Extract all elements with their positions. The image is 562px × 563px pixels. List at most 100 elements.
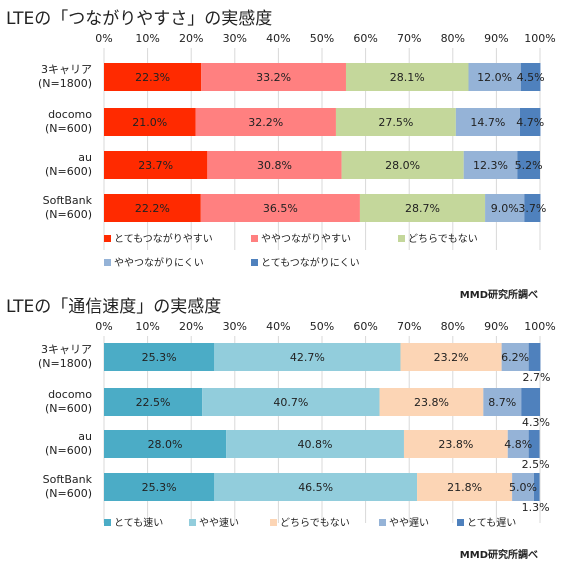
bar-segment <box>214 473 418 501</box>
x-tick-label: 100% <box>524 320 555 333</box>
x-tick-label: 20% <box>179 32 203 45</box>
data-label: 23.7% <box>138 159 173 172</box>
bar-segment <box>341 151 464 179</box>
legend-label: とても遅い <box>467 517 516 529</box>
x-tick-label: 50% <box>310 320 334 333</box>
x-tick-label: 60% <box>353 320 377 333</box>
legend-label: どちらでもない <box>408 233 478 245</box>
data-label: 33.2% <box>256 71 291 84</box>
x-tick-label: 80% <box>441 32 465 45</box>
bar-segment <box>104 194 201 222</box>
x-tick-label: 0% <box>95 32 112 45</box>
x-tick-label: 80% <box>441 320 465 333</box>
chart1-plot: 0% 10% 20% 30% 40% 50% 60% 70% 80% 90% 100% 3キャリア(N… <box>38 32 556 269</box>
x-tick-label: 30% <box>223 320 247 333</box>
data-label: 2.7% <box>522 371 550 384</box>
bar-segment <box>214 343 401 371</box>
bar-segment <box>226 430 404 458</box>
bar-segment <box>201 63 346 91</box>
bar-segment <box>104 108 196 136</box>
legend-swatch <box>189 519 196 526</box>
bar-segment <box>104 473 215 501</box>
bar-segment <box>202 388 380 416</box>
data-label: 1.3% <box>522 501 550 514</box>
category-label: 3キャリア(N=1800) <box>38 63 92 90</box>
bar-segment <box>517 151 540 179</box>
x-tick-label: 40% <box>266 32 290 45</box>
data-label: 12.3% <box>473 159 508 172</box>
legend-label: ややつながりやすい <box>261 232 351 245</box>
data-label: 32.2% <box>248 116 283 129</box>
x-tick-label: 10% <box>135 32 159 45</box>
data-label: 21.0% <box>132 116 167 129</box>
data-label: 23.2% <box>434 351 469 364</box>
chart2-plot: 0% 10% 20% 30% 40% 50% 60% 70% 80% 90% 100% 3キャリア(N… <box>38 320 556 529</box>
x-tick-label: 30% <box>223 32 247 45</box>
legend-swatch <box>457 519 464 526</box>
bar-segment <box>483 388 522 416</box>
data-label: 23.8% <box>438 438 473 451</box>
x-tick-label: 50% <box>310 32 334 45</box>
data-label: 28.7% <box>405 202 440 215</box>
bar-segment <box>455 108 520 136</box>
data-label: 12.0% <box>477 71 512 84</box>
legend-swatch <box>379 519 386 526</box>
data-label: 28.0% <box>385 159 420 172</box>
data-label: 4.8% <box>504 438 532 451</box>
x-tick-label: 90% <box>484 32 508 45</box>
bar-segment <box>200 194 360 222</box>
data-label: 21.8% <box>447 481 482 494</box>
x-tick-label: 40% <box>266 320 290 333</box>
bar-segment <box>359 194 486 222</box>
chart1-title: LTEの「つながりやすさ」の実感度 <box>6 9 273 29</box>
legend-swatch <box>251 235 258 242</box>
data-label: 42.7% <box>290 351 325 364</box>
data-label: 40.7% <box>273 396 308 409</box>
x-tick-label: 100% <box>524 32 555 45</box>
bar-segment <box>520 63 541 91</box>
bar-segment <box>463 151 518 179</box>
bar-segment <box>519 108 541 136</box>
data-label: 25.3% <box>142 481 177 494</box>
legend-label: やや遅い <box>389 517 429 529</box>
data-label: 5.2% <box>515 159 543 172</box>
legend-swatch <box>398 235 405 242</box>
bar-segment <box>104 151 208 179</box>
bar-segment <box>485 194 525 222</box>
data-label: 4.5% <box>517 71 545 84</box>
bar-segment <box>379 388 484 416</box>
legend-swatch <box>104 235 111 242</box>
bar-segment <box>512 473 534 501</box>
data-label: 2.5% <box>522 458 550 471</box>
bar-segment <box>528 343 541 371</box>
data-label: 40.8% <box>298 438 333 451</box>
chart1-source: MMD研究所調べ <box>459 290 538 301</box>
bar-segment <box>468 63 521 91</box>
data-label: 23.8% <box>414 396 449 409</box>
legend-swatch <box>251 259 258 266</box>
bar-segment <box>104 388 203 416</box>
x-tick-label: 10% <box>135 320 159 333</box>
bar-segment <box>345 63 469 91</box>
bar-segment <box>501 343 529 371</box>
category-label: au (N=600) <box>45 430 92 457</box>
data-label: 25.3% <box>142 351 177 364</box>
bar-segment <box>533 473 540 501</box>
category-label: au (N=600) <box>45 151 92 178</box>
legend-swatch <box>104 519 111 526</box>
bar-segment <box>403 430 508 458</box>
category-label: SoftBank (N=600) <box>43 194 93 221</box>
x-tick-label: 60% <box>353 32 377 45</box>
x-tick-label: 70% <box>397 32 421 45</box>
data-label: 22.5% <box>136 396 171 409</box>
data-label: 22.2% <box>135 202 170 215</box>
data-label: 9.0% <box>491 202 519 215</box>
bar-segment <box>507 430 529 458</box>
data-label: 3.7% <box>518 202 546 215</box>
legend-label: どちらでもない <box>280 517 350 529</box>
x-tick-label: 70% <box>397 320 421 333</box>
category-label: docomo (N=600) <box>45 108 92 135</box>
data-label: 27.5% <box>378 116 413 129</box>
data-label: 30.8% <box>257 159 292 172</box>
data-label: 36.5% <box>263 202 298 215</box>
